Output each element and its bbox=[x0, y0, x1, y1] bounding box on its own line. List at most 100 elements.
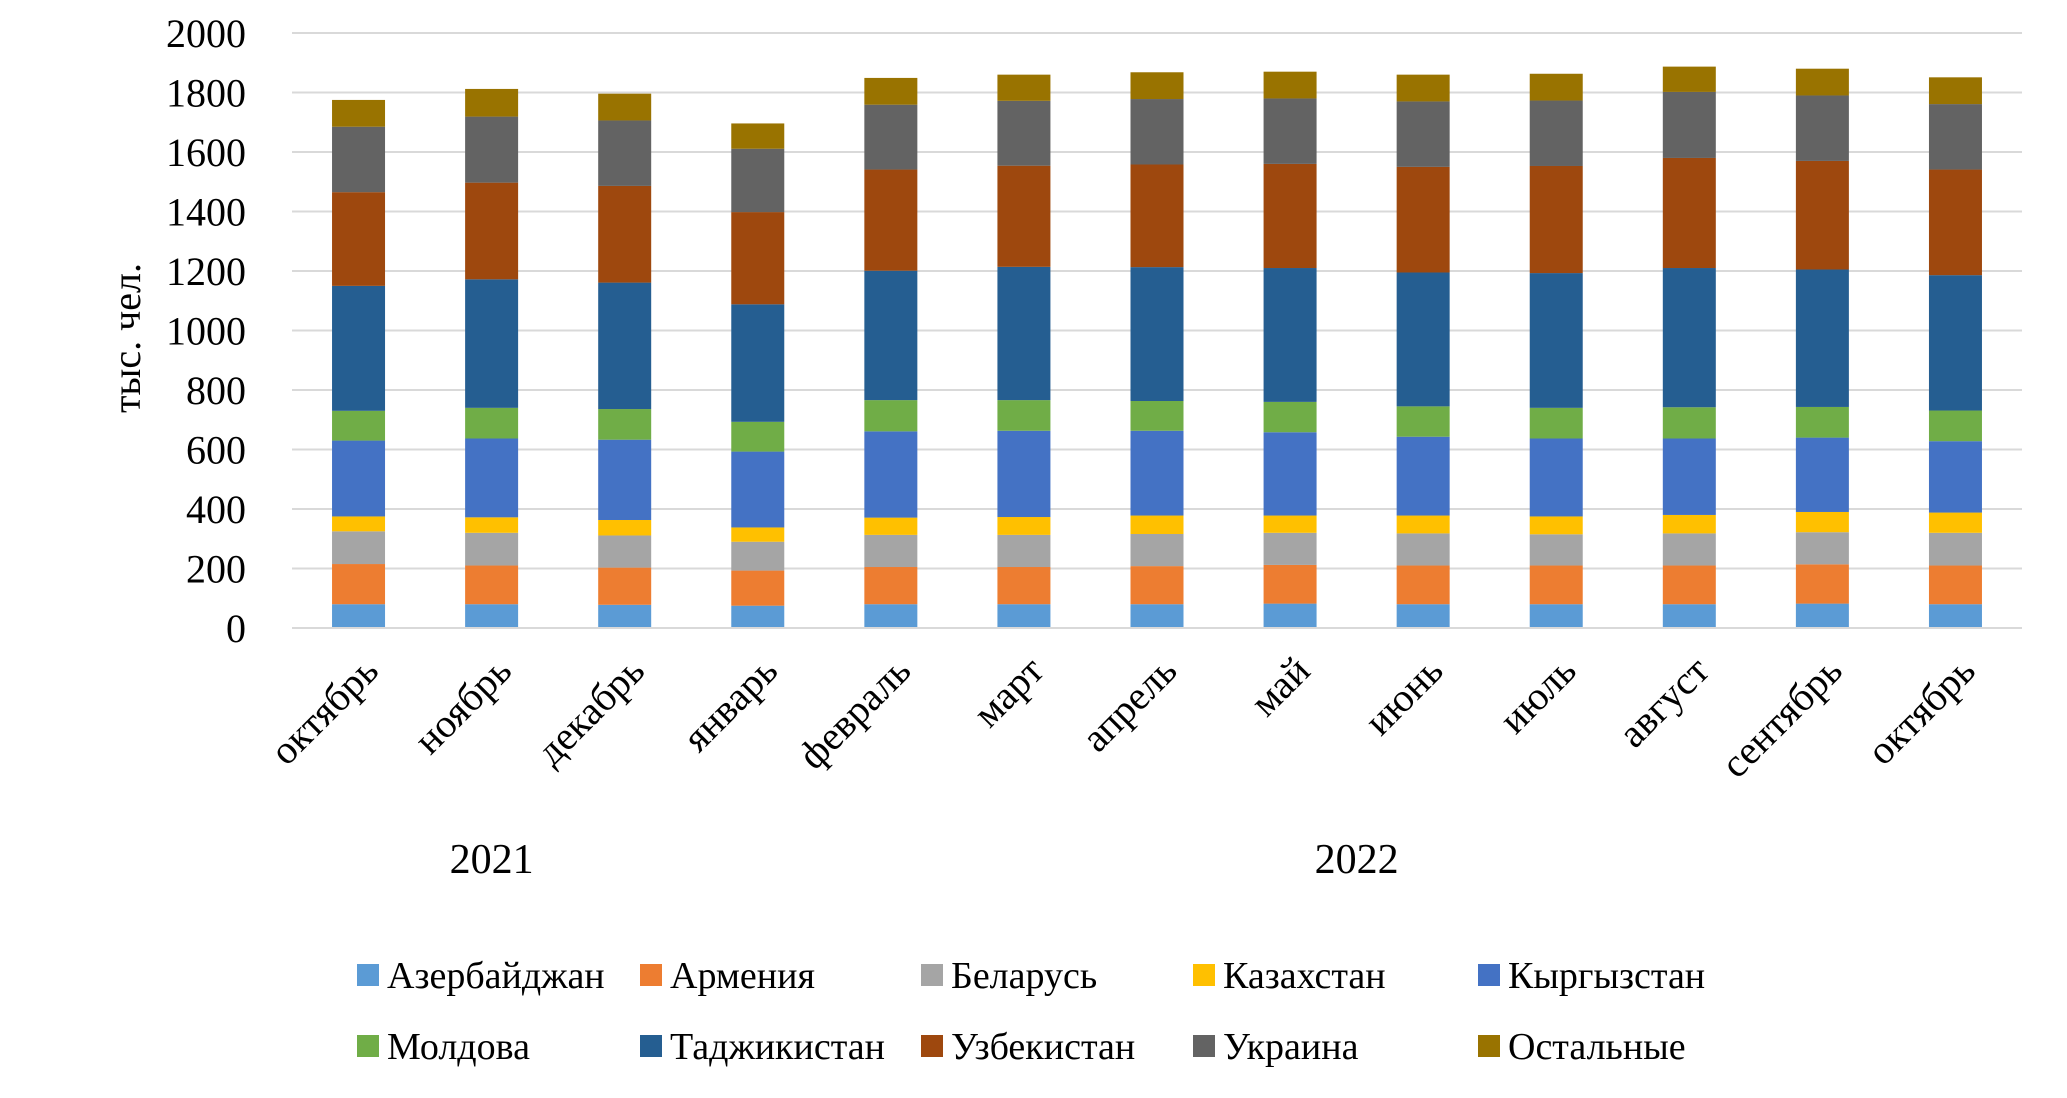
legend-label: Молдова bbox=[387, 1026, 530, 1068]
bar-segment bbox=[731, 421, 785, 452]
bar-segment bbox=[1662, 66, 1716, 92]
legend-swatch bbox=[1193, 1035, 1215, 1057]
bar-segment bbox=[1130, 72, 1184, 100]
legend-item: Остальные bbox=[1478, 1026, 1686, 1068]
bar-segment bbox=[332, 440, 386, 517]
bar-segment bbox=[1662, 438, 1716, 515]
bar-segment bbox=[465, 407, 519, 439]
bar-segment bbox=[864, 77, 918, 105]
bar-segment bbox=[864, 567, 918, 605]
legend-item: Казахстан bbox=[1193, 955, 1386, 997]
y-tick-label: 400 bbox=[186, 487, 246, 532]
bar-segment bbox=[997, 567, 1051, 605]
bar-segment bbox=[1396, 101, 1450, 167]
bar-segment bbox=[1529, 516, 1583, 535]
bar-segment bbox=[731, 212, 785, 305]
bar-segment bbox=[332, 564, 386, 605]
y-axis-title: тыс. чел. bbox=[104, 263, 149, 413]
x-category-label: декабрь bbox=[527, 648, 653, 774]
bar-segment bbox=[1130, 566, 1184, 605]
bar-segment bbox=[997, 517, 1051, 535]
legend-item: Украина bbox=[1193, 1026, 1359, 1068]
y-tick-label: 1400 bbox=[166, 190, 246, 235]
bar-segment bbox=[997, 400, 1051, 431]
bar-segment bbox=[1396, 272, 1450, 407]
bar-segment bbox=[864, 400, 918, 432]
bar-segment bbox=[465, 565, 519, 605]
legend-label: Узбекистан bbox=[951, 1026, 1135, 1068]
legend-swatch bbox=[1193, 964, 1215, 986]
bar-segment bbox=[731, 451, 785, 528]
year-label: 2021 bbox=[450, 837, 534, 883]
x-category-label: апрель bbox=[1073, 648, 1186, 761]
bar-segment bbox=[1130, 430, 1184, 516]
bar-segment bbox=[1795, 603, 1849, 628]
bars bbox=[332, 66, 1982, 628]
y-tick-label: 0 bbox=[226, 606, 246, 651]
bar-segment bbox=[1529, 165, 1583, 274]
bar-segment bbox=[1263, 532, 1317, 565]
legend-label: Украина bbox=[1223, 1026, 1359, 1068]
x-category-label: октябрь bbox=[1858, 648, 1984, 774]
bar-segment bbox=[465, 604, 519, 628]
bar-segment bbox=[598, 520, 652, 536]
legend-item: Армения bbox=[640, 955, 815, 997]
y-axis-ticks: 0 200 400 600 800 1000 1200 1400 1600 1800 2000 bbox=[166, 11, 246, 651]
x-category-label: ноябрь bbox=[405, 648, 520, 763]
bar-segment bbox=[731, 605, 785, 628]
bar-segment bbox=[332, 192, 386, 286]
x-category-label: январь bbox=[674, 648, 787, 761]
bar-segment bbox=[332, 604, 386, 628]
y-tick-label: 2000 bbox=[166, 11, 246, 56]
bar-segment bbox=[997, 74, 1051, 101]
bar-segment bbox=[1396, 515, 1450, 534]
bar-segment bbox=[1795, 160, 1849, 270]
legend-item: Таджикистан bbox=[640, 1026, 885, 1068]
bar-segment bbox=[1396, 74, 1450, 102]
bar-segment bbox=[598, 185, 652, 283]
legend-swatch bbox=[921, 964, 943, 986]
x-axis-category-labels: октябрь ноябрь декабрь январь февраль март апр… bbox=[261, 648, 1984, 787]
bar-segment bbox=[731, 541, 785, 571]
bar-segment bbox=[1263, 401, 1317, 433]
bar-segment bbox=[1263, 603, 1317, 628]
bar-segment bbox=[1662, 565, 1716, 605]
bar-segment bbox=[1263, 163, 1317, 269]
y-tick-label: 200 bbox=[186, 547, 246, 592]
bar-segment bbox=[1130, 99, 1184, 165]
x-category-label: октябрь bbox=[261, 648, 387, 774]
legend-swatch bbox=[640, 964, 662, 986]
bar-segment bbox=[1529, 407, 1583, 439]
bar-segment bbox=[1928, 275, 1982, 411]
legend-item: Молдова bbox=[357, 1026, 530, 1068]
x-category-label: май bbox=[1241, 648, 1318, 725]
legend-label: Беларусь bbox=[951, 955, 1097, 997]
bar-segment bbox=[598, 535, 652, 568]
legend-label: Азербайджан bbox=[387, 955, 605, 997]
y-tick-label: 800 bbox=[186, 368, 246, 413]
bar-segment bbox=[1795, 564, 1849, 604]
x-category-label: июль bbox=[1490, 648, 1584, 742]
bar-segment bbox=[731, 527, 785, 542]
bar-segment bbox=[465, 116, 519, 183]
bar-segment bbox=[1396, 604, 1450, 628]
y-tick-label: 1200 bbox=[166, 249, 246, 294]
bar-segment bbox=[465, 532, 519, 566]
bar-segment bbox=[1529, 73, 1583, 101]
bar-segment bbox=[1529, 604, 1583, 628]
bar-segment bbox=[1529, 273, 1583, 408]
bar-segment bbox=[1130, 604, 1184, 628]
x-category-label: март bbox=[964, 648, 1052, 736]
bar-segment bbox=[598, 604, 652, 628]
bar-segment bbox=[1396, 406, 1450, 437]
bar-segment bbox=[332, 126, 386, 193]
bar-segment bbox=[997, 604, 1051, 628]
bar-segment bbox=[465, 182, 519, 280]
bar-segment bbox=[997, 100, 1051, 166]
legend-swatch bbox=[357, 964, 379, 986]
bar-segment bbox=[1662, 407, 1716, 439]
bar-segment bbox=[1529, 565, 1583, 605]
y-tick-label: 1000 bbox=[166, 309, 246, 354]
bar-segment bbox=[1662, 533, 1716, 566]
bar-segment bbox=[864, 604, 918, 628]
